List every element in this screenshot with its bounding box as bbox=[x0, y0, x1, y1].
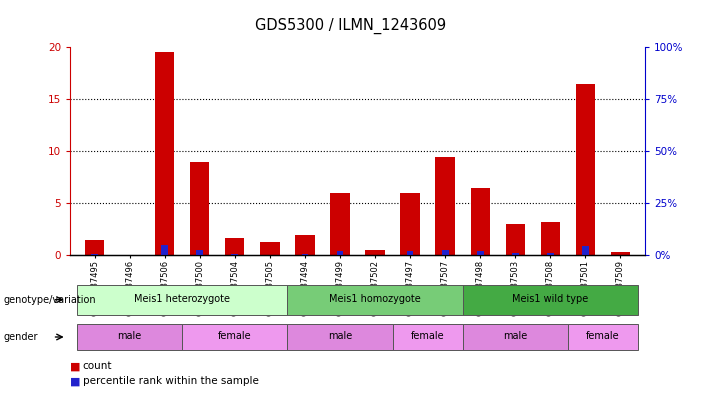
Text: ■: ■ bbox=[70, 361, 81, 371]
Text: female: female bbox=[218, 331, 252, 342]
Bar bbox=[435, 156, 455, 255]
Bar bbox=[442, 250, 449, 255]
Bar bbox=[400, 193, 420, 255]
Bar bbox=[287, 324, 393, 350]
Bar bbox=[393, 324, 463, 350]
Text: GDS5300 / ILMN_1243609: GDS5300 / ILMN_1243609 bbox=[255, 17, 446, 34]
Text: Meis1 wild type: Meis1 wild type bbox=[512, 294, 588, 304]
Bar bbox=[260, 242, 280, 255]
Text: female: female bbox=[586, 331, 620, 342]
Bar bbox=[231, 254, 238, 255]
Bar bbox=[568, 324, 638, 350]
Bar bbox=[365, 250, 385, 255]
Bar bbox=[512, 253, 519, 255]
Bar bbox=[225, 238, 245, 255]
Bar bbox=[301, 254, 308, 255]
Text: ■: ■ bbox=[70, 376, 81, 386]
Text: male: male bbox=[118, 331, 142, 342]
Bar bbox=[470, 188, 490, 255]
Bar bbox=[91, 254, 98, 255]
Bar bbox=[505, 224, 525, 255]
Text: genotype/variation: genotype/variation bbox=[4, 295, 96, 305]
Bar bbox=[582, 246, 589, 255]
Text: male: male bbox=[328, 331, 352, 342]
Text: male: male bbox=[503, 331, 527, 342]
Bar bbox=[611, 252, 630, 255]
Bar bbox=[155, 52, 175, 255]
Bar bbox=[287, 285, 463, 315]
Bar bbox=[330, 193, 350, 255]
Text: female: female bbox=[411, 331, 444, 342]
Bar bbox=[576, 84, 595, 255]
Text: Meis1 heterozygote: Meis1 heterozygote bbox=[135, 294, 230, 304]
Bar bbox=[336, 251, 343, 255]
Bar bbox=[196, 250, 203, 255]
Bar bbox=[190, 162, 210, 255]
Text: count: count bbox=[83, 361, 112, 371]
Bar bbox=[477, 251, 484, 255]
Bar bbox=[407, 251, 414, 255]
Bar bbox=[547, 253, 554, 255]
Bar bbox=[161, 246, 168, 255]
Bar bbox=[77, 285, 287, 315]
Bar bbox=[463, 285, 638, 315]
Bar bbox=[77, 324, 182, 350]
Text: percentile rank within the sample: percentile rank within the sample bbox=[83, 376, 259, 386]
Text: Meis1 homozygote: Meis1 homozygote bbox=[329, 294, 421, 304]
Bar bbox=[540, 222, 560, 255]
Bar bbox=[463, 324, 568, 350]
Bar bbox=[85, 240, 104, 255]
Text: gender: gender bbox=[4, 332, 38, 342]
Bar bbox=[295, 235, 315, 255]
Bar bbox=[182, 324, 287, 350]
